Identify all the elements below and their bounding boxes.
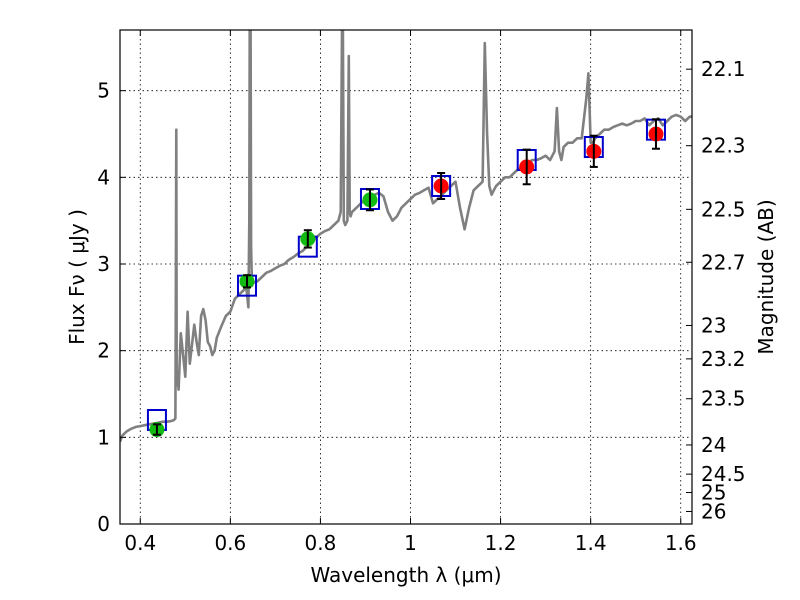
y-tick-label: 3 (97, 252, 110, 276)
mag-tick-label: 23.2 (701, 347, 746, 371)
mag-tick-label: 24.5 (701, 462, 746, 486)
grid-lines (120, 30, 692, 524)
x-axis-label: Wavelength λ (μm) (310, 563, 501, 587)
mag-tick-label: 22.1 (701, 57, 746, 81)
mag-tick-label: 24 (701, 433, 726, 457)
y-tick-label: 1 (97, 425, 110, 449)
spectrum-line (120, 30, 692, 443)
plot-frame (119, 29, 693, 525)
y-tick-label: 2 (97, 339, 110, 363)
y-axis-label: Flux Fν ( μJy ) (65, 209, 89, 345)
mag-tick-label: 25 (701, 481, 726, 505)
x-tick-label: 1.6 (665, 531, 697, 555)
x-tick-label: 0.4 (124, 531, 156, 555)
mag-tick-label: 22.7 (701, 250, 746, 274)
y-tick-label: 0 (97, 512, 110, 536)
mag-tick-label: 26 (701, 499, 726, 523)
x-tick-label: 0.8 (305, 531, 337, 555)
mag-tick-label: 22.5 (701, 197, 746, 221)
x-tick-label: 1.4 (575, 531, 607, 555)
x-tick-label: 0.6 (214, 531, 246, 555)
mag-tick-label: 23 (701, 313, 726, 337)
mag-tick-label: 22.3 (701, 134, 746, 158)
x-tick-label: 1 (404, 531, 417, 555)
y-tick-label: 4 (97, 165, 110, 189)
y-tick-label: 5 (97, 79, 110, 103)
mag-tick-label: 23.5 (701, 387, 746, 411)
data-marks (146, 118, 666, 438)
x-tick-label: 1.2 (485, 531, 517, 555)
y2-axis-label: Magnitude (AB) (754, 199, 778, 354)
axis-ticks: 0.4 0.6 0.8 1 1.2 1.4 1.601234522.122.322.522.… (97, 30, 746, 555)
